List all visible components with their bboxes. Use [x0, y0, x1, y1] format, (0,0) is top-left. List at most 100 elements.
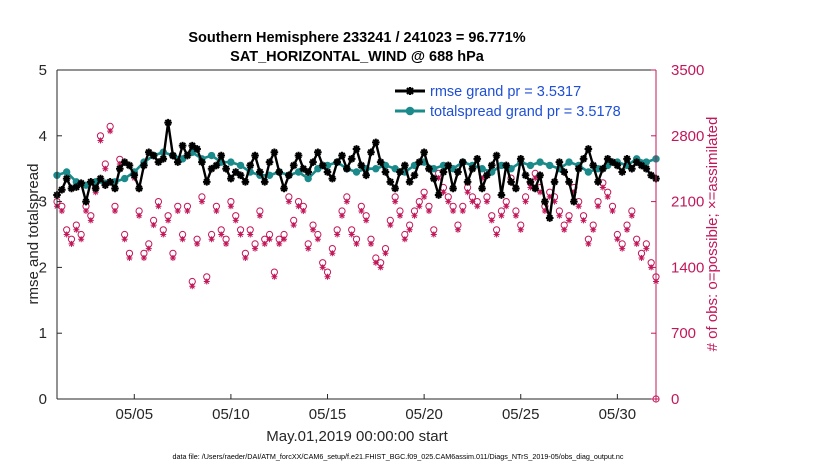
rmse-point [304, 168, 312, 176]
obs-assimilated-point [459, 208, 466, 214]
right-tick-label: 0 [671, 391, 679, 408]
rmse-point [497, 191, 506, 199]
legend: rmse grand pr = 3.5317 totalspread grand… [395, 84, 621, 120]
rmse-point [637, 161, 646, 170]
obs-assimilated-point [281, 236, 288, 243]
right-tick-label: 2100 [671, 194, 704, 211]
rmse-point [275, 168, 284, 176]
rmse-point [473, 155, 482, 163]
obs-assimilated-point [517, 226, 524, 233]
y-axis-label-right: # of obs: o=possible; ×=assimilated [704, 117, 721, 352]
left-tick-label: 3 [39, 194, 47, 211]
obs-assimilated-point [614, 236, 621, 243]
obs-assimilated-point [179, 236, 186, 243]
totalspread-point [207, 151, 216, 160]
obs-assimilated-point [63, 231, 70, 238]
rmse-point [565, 178, 573, 186]
rmse-point [125, 161, 134, 170]
obs-assimilated-point [290, 222, 297, 229]
totalspread-point [526, 161, 535, 170]
x-tick-label: 05/25 [502, 406, 540, 423]
obs-assimilated-point [319, 264, 326, 271]
obs-assimilated-point [78, 236, 85, 243]
obs-assimilated-point [503, 203, 510, 210]
rmse-point [347, 155, 356, 163]
obs-assimilated-point [145, 245, 152, 252]
obs-assimilated-point [638, 255, 645, 261]
rmse-point [401, 161, 409, 170]
obs-assimilated-point [155, 203, 162, 210]
rmse-point [468, 164, 477, 173]
obs-assimilated-point [469, 198, 476, 205]
obs-assimilated-point [585, 240, 592, 247]
rmse-point [323, 168, 332, 176]
x-tick-label: 05/20 [405, 406, 443, 423]
obs-assimilated-point [440, 189, 447, 196]
rmse-point [314, 148, 322, 157]
obs-assimilated-point [160, 231, 167, 238]
rmse-point [376, 158, 385, 166]
totalspread-point [546, 161, 554, 170]
rmse-point [299, 164, 308, 173]
rmse-point [130, 171, 139, 180]
obs-assimilated-point [169, 255, 176, 261]
obs-assimilated-point [237, 231, 244, 238]
obs-assimilated-point [570, 189, 577, 196]
rmse-point [623, 155, 631, 163]
obs-assimilated-point [522, 198, 529, 205]
x-axis-label: May.01,2019 00:00:00 start [266, 428, 448, 445]
rmse-point [58, 185, 66, 194]
obs-assimilated-point [575, 203, 582, 210]
rmse-point [463, 178, 472, 186]
obs-assimilated-point [295, 203, 302, 210]
obs-assimilated-point [194, 240, 201, 247]
obs-assimilated-point [329, 250, 336, 257]
obs-assimilated-point [416, 203, 423, 210]
obs-assimilated-point [223, 240, 230, 247]
x-tick-label: 05/05 [116, 406, 154, 423]
obs-assimilated-point [276, 240, 283, 247]
obs-assimilated-point [97, 137, 104, 144]
rmse-point [265, 158, 274, 166]
obs-assimilated-point [392, 198, 399, 205]
rmse-point [338, 151, 346, 160]
obs-assimilated-point [643, 245, 650, 252]
x-tick-label: 05/15 [309, 406, 347, 423]
obs-assimilated-point [353, 240, 360, 247]
axes-layer [56, 69, 657, 400]
obs-assimilated-point [266, 236, 273, 243]
rmse-point [531, 184, 540, 193]
rmse-point [632, 158, 641, 166]
obs-assimilated-point [551, 198, 558, 205]
x-axis-ticks: 05/05 05/10 05/15 05/20 05/25 05/30 [116, 394, 636, 423]
totalspread-point [304, 174, 312, 183]
rmse-point [492, 151, 501, 160]
obs-assimilated-point [300, 208, 307, 214]
totalspread-point [120, 174, 129, 183]
rmse-point [541, 197, 549, 206]
totalspread-point [314, 165, 322, 173]
rmse-point [289, 161, 298, 170]
obs-assimilated-point [363, 217, 370, 224]
obs-assimilated-point [450, 208, 457, 214]
rmse-point [120, 158, 129, 166]
obs-assimilated-point [140, 255, 147, 261]
rmse-point [202, 178, 211, 186]
rmse-point [487, 161, 496, 170]
rmse-point [91, 184, 100, 193]
obs-assimilated-point [435, 175, 442, 182]
rmse-point [352, 145, 361, 153]
obs-assimilated-point [483, 198, 490, 205]
obs-assimilated-point [498, 212, 505, 219]
rmse-point [144, 148, 153, 157]
totalspread-point [372, 165, 380, 173]
rmse-point [193, 145, 201, 153]
plot-background [57, 70, 656, 399]
rmse-point [72, 183, 81, 191]
obs-assimilated-point [150, 222, 157, 229]
obs-assimilated-point [208, 236, 215, 243]
left-tick-label: 4 [39, 128, 47, 145]
rmse-point [67, 184, 76, 193]
rmse-point [77, 179, 85, 187]
